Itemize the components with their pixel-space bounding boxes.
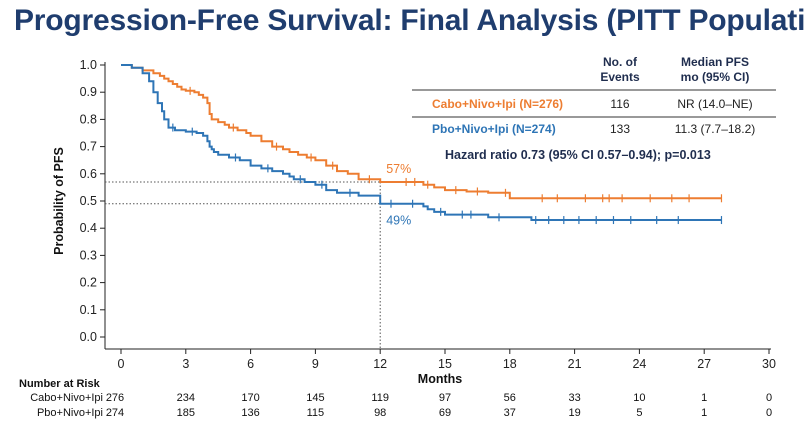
annotation-cabo-57: 57% [386, 162, 411, 176]
y-tick-label: 0.3 [80, 248, 97, 262]
risk-value: 5 [636, 407, 642, 419]
risk-value: 33 [568, 392, 580, 404]
y-tick-label: 0.6 [80, 167, 97, 181]
median-header-line2: mo (95% CI) [681, 70, 750, 84]
x-tick-label: 18 [503, 357, 517, 371]
x-tick-label: 9 [312, 357, 319, 371]
events-header-line1: No. of [603, 55, 638, 69]
risk-value: 19 [568, 407, 580, 419]
y-axis-label: Probability of PFS [52, 147, 66, 255]
median-header-line1: Median PFS [681, 55, 749, 69]
risk-value: 234 [177, 392, 195, 404]
risk-value: 274 [106, 407, 124, 419]
km-curve-cabo [121, 64, 722, 200]
risk-value: 10 [633, 392, 645, 404]
risk-value: 69 [439, 407, 451, 419]
risk-value: 56 [504, 392, 516, 404]
annotation-pbo-49: 49% [386, 214, 411, 228]
x-tick-label: 30 [762, 357, 776, 371]
legend-label-cabo: Cabo+Nivo+Ipi (N=276) [432, 97, 563, 111]
x-axis-label: Months [418, 372, 462, 386]
risk-value: 119 [371, 392, 389, 404]
y-tick-label: 0.1 [80, 303, 97, 317]
x-tick-label: 27 [697, 357, 711, 371]
risk-value: 98 [374, 407, 386, 419]
x-tick-label: 0 [118, 357, 125, 371]
risk-value: 136 [241, 407, 259, 419]
x-tick-label: 3 [182, 357, 189, 371]
x-tick-label: 21 [568, 357, 582, 371]
legend-table: No. of Events Median PFS mo (95% CI) Cab… [412, 55, 776, 162]
risk-value: 37 [504, 407, 516, 419]
risk-row-label-cabo: Cabo+Nivo+Ipi [30, 392, 103, 404]
y-tick-label: 0.9 [80, 85, 97, 99]
legend-median-cabo: NR (14.0–NE) [677, 97, 752, 111]
legend-events-cabo: 116 [610, 97, 629, 111]
risk-value: 115 [307, 407, 325, 419]
risk-value: 97 [439, 392, 451, 404]
hazard-ratio: Hazard ratio 0.73 (95% CI 0.57–0.94); p=… [445, 148, 711, 162]
km-curve-pbo [121, 64, 722, 221]
x-tick-label: 15 [438, 357, 452, 371]
chart-axes: 0.0 0.1 0.2 0.3 0.4 0.5 0.6 0.7 0.8 0.9 1.0 0 3 6 9 12 1… [52, 58, 776, 386]
risk-row-label-pbo: Pbo+Nivo+Ipi [37, 407, 103, 419]
x-tick-label: 6 [247, 357, 254, 371]
risk-value: 185 [177, 407, 195, 419]
risk-value: 145 [306, 392, 324, 404]
legend-label-pbo: Pbo+Nivo+Ipi (N=274) [432, 122, 556, 136]
risk-value: 0 [766, 392, 772, 404]
legend-events-pbo: 133 [610, 122, 630, 136]
y-tick-label: 0.5 [80, 194, 97, 208]
y-tick-label: 0.0 [80, 330, 97, 344]
survival-curves [121, 64, 723, 225]
risk-value: 0 [766, 407, 772, 419]
x-tick-label: 12 [373, 357, 387, 371]
y-tick-label: 1.0 [80, 58, 97, 72]
reference-lines [105, 181, 381, 349]
legend-median-pbo: 11.3 (7.7–18.2) [675, 122, 756, 136]
risk-value: 170 [241, 392, 259, 404]
risk-value: 1 [701, 392, 707, 404]
y-tick-label: 0.7 [80, 140, 97, 154]
x-tick-label: 24 [632, 357, 646, 371]
risk-value: 1 [701, 407, 707, 419]
y-tick-label: 0.2 [80, 276, 97, 290]
y-tick-label: 0.8 [80, 112, 97, 126]
events-header-line2: Events [600, 70, 640, 84]
risk-value: 276 [106, 392, 124, 404]
curve-annotations: 57% 49% [386, 162, 411, 228]
page-title: Progression-Free Survival: Final Analysi… [14, 4, 804, 37]
risk-table-title: Number at Risk [19, 378, 101, 390]
y-tick-label: 0.4 [80, 221, 97, 235]
